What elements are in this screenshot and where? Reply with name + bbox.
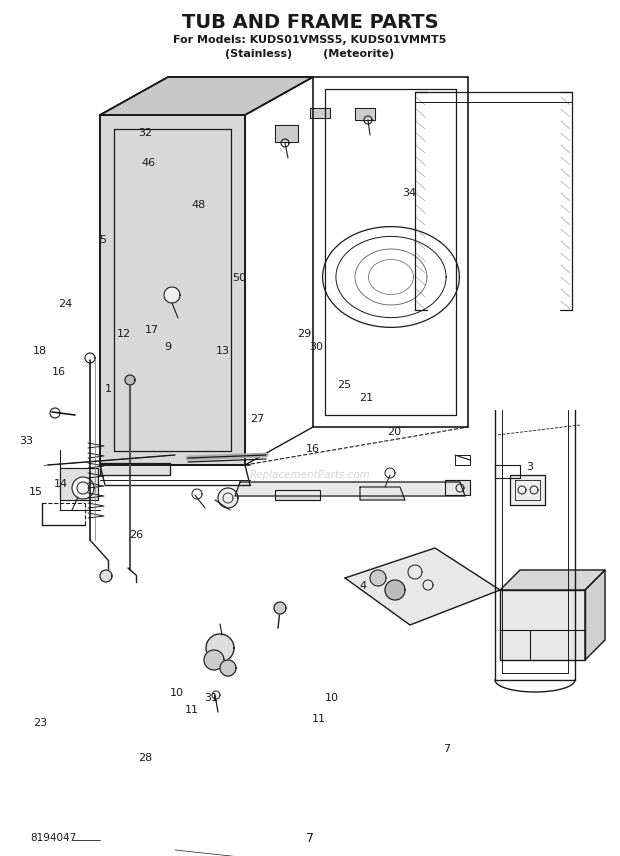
Text: 3: 3 — [526, 461, 534, 472]
Polygon shape — [220, 660, 236, 676]
Polygon shape — [310, 108, 330, 118]
Text: 26: 26 — [130, 530, 143, 540]
Text: 20: 20 — [387, 427, 401, 437]
Polygon shape — [360, 487, 405, 500]
Polygon shape — [355, 108, 375, 120]
Polygon shape — [370, 570, 386, 586]
Polygon shape — [206, 634, 234, 662]
Polygon shape — [510, 475, 545, 505]
Text: 21: 21 — [359, 393, 373, 403]
Text: 30: 30 — [309, 342, 323, 352]
Text: 10: 10 — [325, 693, 339, 703]
Polygon shape — [218, 488, 238, 508]
Text: 18: 18 — [33, 346, 47, 356]
Text: 16: 16 — [306, 444, 320, 455]
Text: 31: 31 — [204, 693, 218, 703]
Polygon shape — [100, 115, 245, 465]
Text: 33: 33 — [19, 436, 33, 446]
Text: 28: 28 — [139, 752, 153, 763]
Text: 32: 32 — [139, 128, 153, 138]
Text: 8194047: 8194047 — [30, 833, 76, 843]
Polygon shape — [275, 125, 298, 142]
Text: 27: 27 — [250, 414, 264, 425]
Polygon shape — [100, 77, 313, 115]
Text: 5: 5 — [99, 235, 106, 245]
Text: 13: 13 — [216, 346, 230, 356]
Text: 4: 4 — [359, 581, 366, 591]
Polygon shape — [60, 468, 98, 500]
Text: 9: 9 — [164, 342, 171, 352]
Polygon shape — [72, 477, 94, 499]
Polygon shape — [385, 580, 405, 600]
Polygon shape — [204, 650, 224, 670]
Text: 23: 23 — [33, 718, 47, 728]
Text: 10: 10 — [170, 688, 184, 698]
Text: TUB AND FRAME PARTS: TUB AND FRAME PARTS — [182, 13, 438, 32]
Polygon shape — [164, 287, 180, 303]
Polygon shape — [585, 570, 605, 660]
Text: 50: 50 — [232, 273, 246, 283]
Text: 34: 34 — [402, 187, 416, 198]
Text: 29: 29 — [297, 329, 311, 339]
Text: 14: 14 — [54, 479, 68, 489]
Text: 24: 24 — [58, 299, 72, 309]
Text: 17: 17 — [145, 324, 159, 335]
Polygon shape — [445, 480, 470, 495]
Text: 16: 16 — [52, 367, 66, 377]
Polygon shape — [274, 602, 286, 614]
Text: 7: 7 — [443, 744, 450, 754]
Polygon shape — [125, 375, 135, 385]
Text: 25: 25 — [337, 380, 351, 390]
Text: 15: 15 — [29, 487, 43, 497]
Polygon shape — [100, 570, 112, 582]
Text: 46: 46 — [142, 158, 156, 168]
Text: For Models: KUDS01VMSS5, KUDS01VMMT5: For Models: KUDS01VMSS5, KUDS01VMMT5 — [174, 35, 446, 45]
Text: 11: 11 — [312, 714, 326, 724]
Polygon shape — [100, 463, 170, 475]
Text: (Stainless)        (Meteorite): (Stainless) (Meteorite) — [226, 49, 394, 59]
Text: 1: 1 — [105, 384, 112, 395]
Text: ReplacementParts.com: ReplacementParts.com — [250, 470, 370, 480]
Text: 7: 7 — [306, 831, 314, 845]
Polygon shape — [345, 548, 500, 625]
Polygon shape — [275, 490, 320, 500]
Polygon shape — [500, 570, 605, 590]
Text: 11: 11 — [185, 705, 199, 716]
Polygon shape — [235, 482, 465, 496]
Text: 48: 48 — [192, 200, 205, 211]
Text: 12: 12 — [117, 329, 131, 339]
Polygon shape — [500, 590, 585, 660]
